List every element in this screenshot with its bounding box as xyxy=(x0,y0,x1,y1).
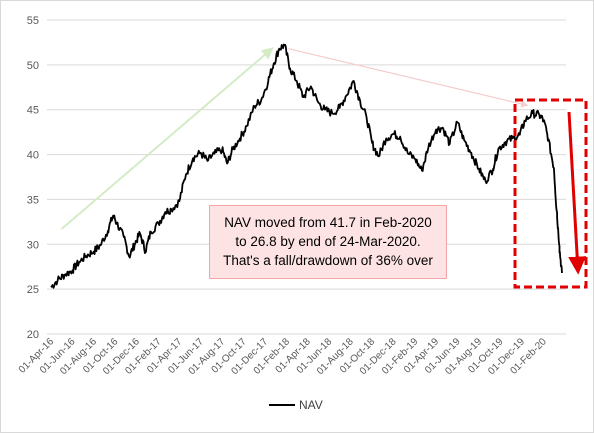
y-tick-label: 40 xyxy=(27,150,39,162)
y-tick-label: 30 xyxy=(27,239,39,251)
annotation-line-2: to 26.8 by end of 24-Mar-2020. xyxy=(235,234,421,249)
y-tick-label: 25 xyxy=(27,284,39,296)
annotation-line-3: That's a fall/drawdown of 36% over xyxy=(223,253,433,268)
downtrend-arrow xyxy=(288,48,529,108)
y-tick-label: 20 xyxy=(27,329,39,341)
y-tick-label: 50 xyxy=(27,60,39,72)
crash-highlight-box xyxy=(513,98,588,289)
legend: NAV xyxy=(269,398,323,412)
annotation-line-1: NAV moved from 41.7 in Feb-2020 xyxy=(224,215,432,230)
uptrend-arrow xyxy=(60,47,274,230)
nav-series-line xyxy=(50,43,563,289)
annotation-box: NAV moved from 41.7 in Feb-2020 to 26.8 … xyxy=(209,205,447,279)
y-tick-label: 45 xyxy=(27,105,39,117)
y-tick-label: 35 xyxy=(27,194,39,206)
crash-arrow xyxy=(567,111,587,275)
y-tick-label: 55 xyxy=(27,15,39,27)
legend-swatch-nav xyxy=(269,404,295,406)
legend-label-nav: NAV xyxy=(299,398,323,412)
